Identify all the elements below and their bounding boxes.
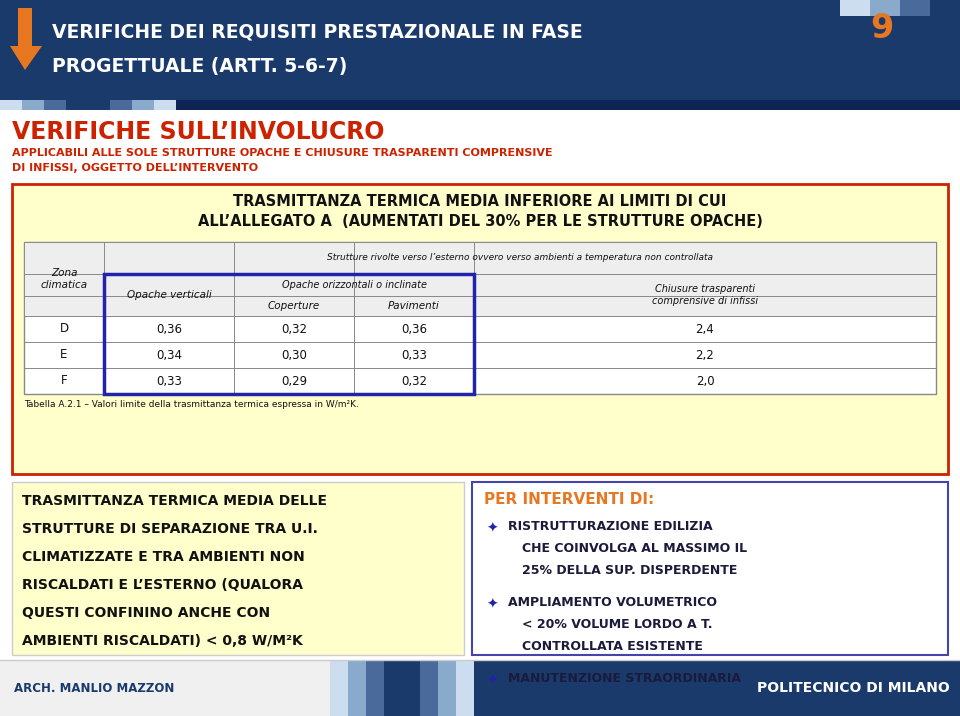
Text: MANUTENZIONE STRAORDINARIA: MANUTENZIONE STRAORDINARIA bbox=[508, 672, 741, 685]
Bar bbox=[900, 0, 930, 16]
Text: E: E bbox=[60, 349, 68, 362]
Bar bbox=[348, 660, 366, 716]
Text: CONTROLLATA ESISTENTE: CONTROLLATA ESISTENTE bbox=[522, 640, 703, 653]
Text: 0,32: 0,32 bbox=[401, 374, 427, 387]
FancyBboxPatch shape bbox=[12, 184, 948, 474]
Text: CHE COINVOLGA AL MASSIMO IL: CHE COINVOLGA AL MASSIMO IL bbox=[522, 542, 747, 555]
Text: ✦: ✦ bbox=[486, 674, 497, 688]
Text: Zona
climatica: Zona climatica bbox=[40, 268, 87, 290]
Text: ✦: ✦ bbox=[486, 598, 497, 612]
Bar bbox=[154, 100, 176, 110]
Text: 0,36: 0,36 bbox=[156, 322, 182, 336]
Bar bbox=[0, 100, 22, 110]
Text: DI INFISSI, OGGETTO DELL’INTERVENTO: DI INFISSI, OGGETTO DELL’INTERVENTO bbox=[12, 163, 258, 173]
Bar bbox=[66, 100, 88, 110]
Bar bbox=[330, 660, 348, 716]
Text: Opache verticali: Opache verticali bbox=[127, 290, 211, 300]
Polygon shape bbox=[10, 8, 42, 70]
Text: Opache orizzontali o inclinate: Opache orizzontali o inclinate bbox=[281, 280, 426, 290]
Text: STRUTTURE DI SEPARAZIONE TRA U.I.: STRUTTURE DI SEPARAZIONE TRA U.I. bbox=[22, 522, 318, 536]
Text: ARCH. MANLIO MAZZON: ARCH. MANLIO MAZZON bbox=[14, 682, 175, 695]
Text: Strutture rivolte verso l’esterno ovvero verso ambienti a temperatura non contro: Strutture rivolte verso l’esterno ovvero… bbox=[327, 253, 713, 263]
Text: Tabella A.2.1 – Valori limite della trasmittanza termica espressa in W/m²K.: Tabella A.2.1 – Valori limite della tras… bbox=[24, 400, 359, 409]
Bar bbox=[110, 100, 132, 110]
Text: AMBIENTI RISCALDATI) < 0,8 W/M²K: AMBIENTI RISCALDATI) < 0,8 W/M²K bbox=[22, 634, 302, 648]
Bar bbox=[44, 100, 66, 110]
Text: 0,36: 0,36 bbox=[401, 322, 427, 336]
Bar bbox=[930, 0, 960, 16]
Text: D: D bbox=[60, 322, 68, 336]
Text: POLITECNICO DI MILANO: POLITECNICO DI MILANO bbox=[757, 681, 950, 695]
Text: APPLICABILI ALLE SOLE STRUTTURE OPACHE E CHIUSURE TRASPARENTI COMPRENSIVE: APPLICABILI ALLE SOLE STRUTTURE OPACHE E… bbox=[12, 148, 553, 158]
Text: 0,33: 0,33 bbox=[401, 349, 427, 362]
Text: 9: 9 bbox=[870, 12, 893, 45]
Text: CLIMATIZZATE E TRA AMBIENTI NON: CLIMATIZZATE E TRA AMBIENTI NON bbox=[22, 550, 304, 564]
Text: VERIFICHE DEI REQUISITI PRESTAZIONALE IN FASE: VERIFICHE DEI REQUISITI PRESTAZIONALE IN… bbox=[52, 22, 583, 41]
Text: QUESTI CONFININO ANCHE CON: QUESTI CONFININO ANCHE CON bbox=[22, 606, 270, 620]
Text: 0,34: 0,34 bbox=[156, 349, 182, 362]
Bar bbox=[420, 660, 438, 716]
Bar bbox=[366, 660, 384, 716]
Text: PROGETTUALE (ARTT. 5-6-7): PROGETTUALE (ARTT. 5-6-7) bbox=[52, 57, 348, 76]
Bar bbox=[0, 100, 960, 110]
Text: 0,32: 0,32 bbox=[281, 322, 307, 336]
Bar bbox=[438, 660, 456, 716]
Text: 2,2: 2,2 bbox=[696, 349, 714, 362]
Bar bbox=[0, 0, 960, 100]
Text: Coperture: Coperture bbox=[268, 301, 320, 311]
Text: VERIFICHE SULL’INVOLUCRO: VERIFICHE SULL’INVOLUCRO bbox=[12, 120, 385, 144]
Text: ✦: ✦ bbox=[486, 522, 497, 536]
FancyBboxPatch shape bbox=[472, 482, 948, 655]
Text: PER INTERVENTI DI:: PER INTERVENTI DI: bbox=[484, 492, 655, 507]
Text: TRASMITTANZA TERMICA MEDIA DELLE: TRASMITTANZA TERMICA MEDIA DELLE bbox=[22, 494, 327, 508]
Text: AMPLIAMENTO VOLUMETRICO: AMPLIAMENTO VOLUMETRICO bbox=[508, 596, 717, 609]
Bar bbox=[840, 0, 870, 16]
Bar bbox=[870, 0, 900, 16]
Text: RISTRUTTURAZIONE EDILIZIA: RISTRUTTURAZIONE EDILIZIA bbox=[508, 520, 712, 533]
Text: RISCALDATI E L’ESTERNO (QUALORA: RISCALDATI E L’ESTERNO (QUALORA bbox=[22, 578, 303, 592]
Bar bbox=[474, 660, 960, 716]
Text: < 20% VOLUME LORDO A T.: < 20% VOLUME LORDO A T. bbox=[522, 618, 712, 631]
Text: 2,4: 2,4 bbox=[696, 322, 714, 336]
Bar bbox=[88, 100, 110, 110]
Text: 0,33: 0,33 bbox=[156, 374, 182, 387]
Text: F: F bbox=[60, 374, 67, 387]
Bar bbox=[384, 660, 402, 716]
FancyBboxPatch shape bbox=[12, 482, 464, 655]
Text: 25% DELLA SUP. DISPERDENTE: 25% DELLA SUP. DISPERDENTE bbox=[522, 564, 737, 577]
Text: 0,29: 0,29 bbox=[281, 374, 307, 387]
Bar bbox=[402, 660, 420, 716]
Text: 0,30: 0,30 bbox=[281, 349, 307, 362]
Bar bbox=[0, 660, 960, 716]
Bar bbox=[22, 100, 44, 110]
FancyBboxPatch shape bbox=[24, 242, 936, 394]
FancyBboxPatch shape bbox=[24, 242, 936, 316]
Bar bbox=[456, 660, 474, 716]
Bar bbox=[132, 100, 154, 110]
Text: Pavimenti: Pavimenti bbox=[388, 301, 440, 311]
Text: ALL’ALLEGATO A  (AUMENTATI DEL 30% PER LE STRUTTURE OPACHE): ALL’ALLEGATO A (AUMENTATI DEL 30% PER LE… bbox=[198, 214, 762, 229]
Text: 2,0: 2,0 bbox=[696, 374, 714, 387]
Text: Chiusure trasparenti
comprensive di infissi: Chiusure trasparenti comprensive di infi… bbox=[652, 284, 758, 306]
Text: TRASMITTANZA TERMICA MEDIA INFERIORE AI LIMITI DI CUI: TRASMITTANZA TERMICA MEDIA INFERIORE AI … bbox=[233, 194, 727, 209]
